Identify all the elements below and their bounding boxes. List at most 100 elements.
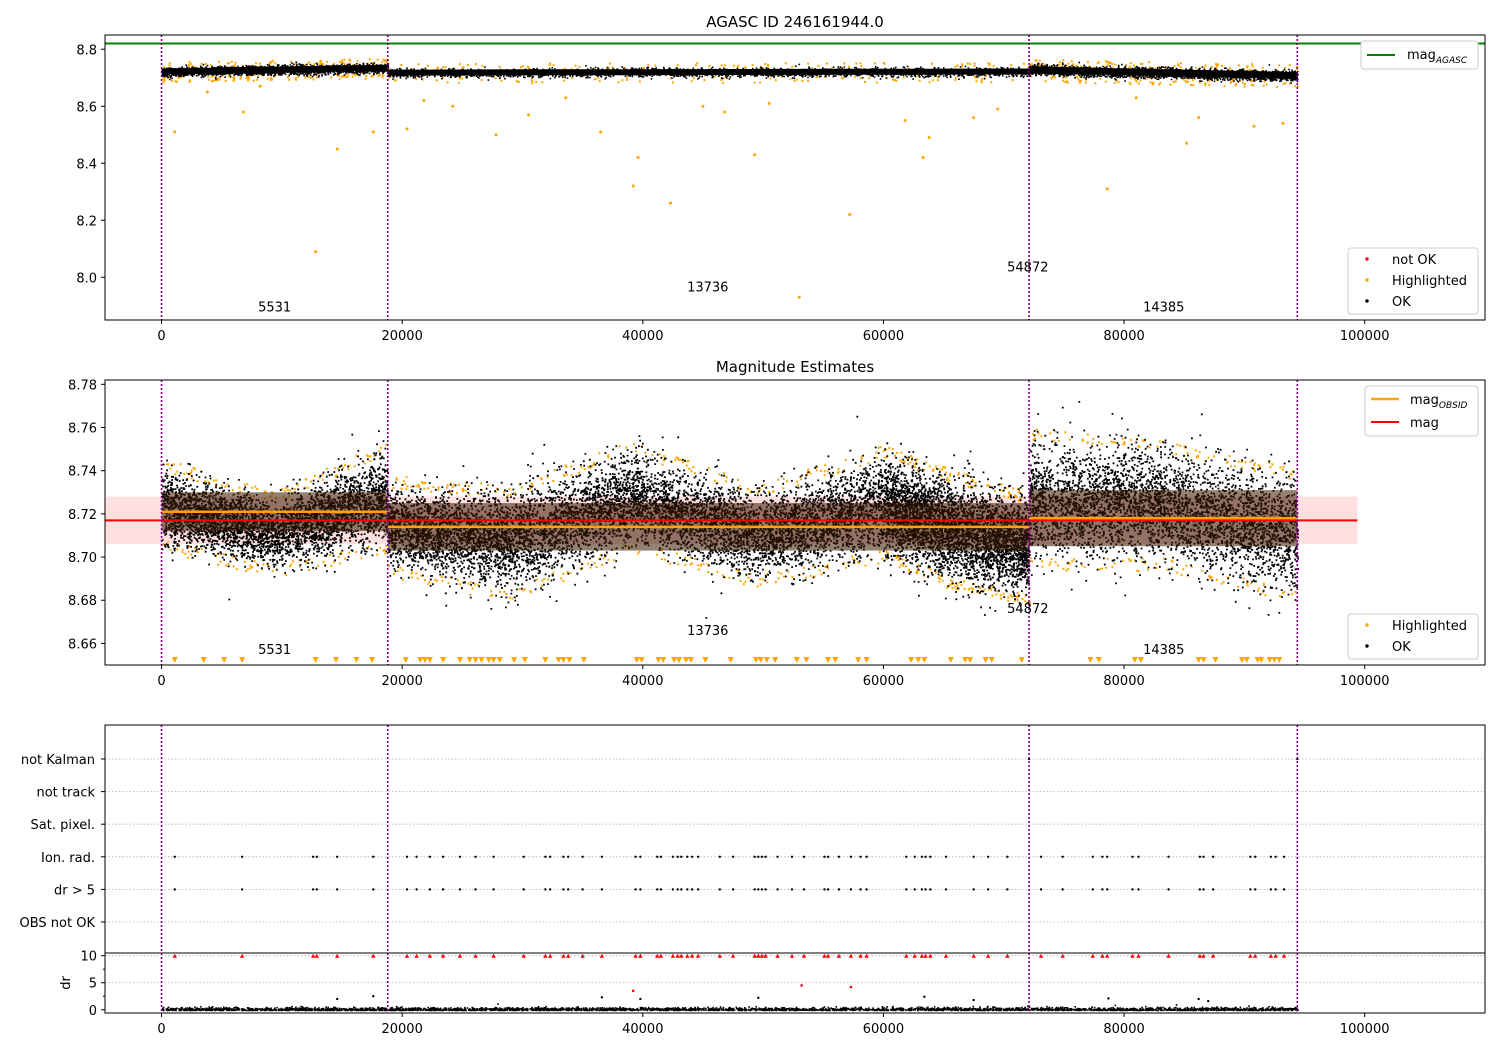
flag-point: [1039, 855, 1043, 858]
flag-point: [776, 888, 779, 891]
flag-point: [826, 888, 830, 891]
x-tick-label: 60000: [863, 674, 904, 689]
dr-clipped-high-marker: [759, 953, 765, 958]
flag-point: [634, 855, 637, 858]
clipped-low-marker: [221, 657, 228, 663]
flag-point: [659, 888, 663, 891]
flag-point: [753, 888, 756, 891]
dr-clipped-high-marker: [1281, 953, 1287, 958]
clipped-low-marker: [1258, 657, 1265, 663]
dr-clipped-high-marker: [172, 953, 177, 958]
flag-point: [859, 888, 862, 891]
dr-clipped-high-marker: [566, 953, 571, 958]
flag-point: [1274, 855, 1277, 858]
flag-point: [567, 855, 570, 858]
clipped-low-marker: [683, 657, 690, 663]
clipped-low-marker: [521, 657, 528, 663]
obsid-segment-label: 13736: [687, 281, 728, 296]
flag-point: [659, 855, 663, 858]
flag-point: [311, 888, 315, 891]
legend-label: not OK: [1392, 253, 1437, 268]
flag-row-label: not track: [36, 786, 95, 801]
legend-box: [1347, 613, 1479, 660]
dr-clipped-high-marker: [1248, 953, 1253, 958]
ok-data-band: [161, 64, 388, 75]
flag-point: [1101, 855, 1104, 858]
flag-point: [924, 855, 927, 858]
x-tick-label: 0: [157, 1022, 165, 1037]
obsid-segment-label: 13736: [687, 624, 728, 639]
flag-point: [690, 855, 694, 858]
flag-point: [415, 888, 418, 891]
dr-clipped-high-marker: [1136, 953, 1141, 958]
dr-clipped-high-marker: [1005, 953, 1010, 958]
dr-axis-label: dr: [59, 976, 74, 990]
dr-clipped-high-marker: [1090, 953, 1095, 958]
clipped-low-marker: [402, 657, 409, 663]
highlighted-data-points: [1030, 59, 1300, 89]
dr-clipped-high-marker: [1105, 953, 1110, 958]
dr-ok-outlier: [972, 998, 975, 1002]
flag-point: [696, 855, 700, 858]
x-tick-label: 80000: [1103, 1022, 1144, 1037]
x-tick-label: 100000: [1340, 329, 1390, 344]
flag-point: [1106, 855, 1109, 858]
legend-label: Highlighted: [1392, 619, 1467, 634]
y-tick-label: 0: [89, 1004, 97, 1019]
clipped-low-marker: [855, 657, 862, 663]
highlighted-outlier-point: [921, 156, 925, 160]
flag-point: [676, 855, 679, 858]
highlighted-outlier-point: [723, 110, 727, 114]
x-tick-label: 20000: [381, 1022, 422, 1037]
dr-clipped-high-marker: [599, 953, 605, 958]
flag-point: [1061, 855, 1064, 858]
dr-clipped-high-marker: [904, 953, 909, 958]
clipped-low-marker: [1131, 657, 1138, 663]
flag-point: [696, 888, 700, 891]
flag-point: [567, 888, 570, 891]
clipped-low-marker: [1238, 657, 1245, 663]
y-tick-label: 8.66: [68, 637, 97, 652]
y-tick-label: 8.8: [76, 43, 97, 58]
legend-marker: [1365, 278, 1369, 282]
flag-point: [428, 855, 432, 858]
flag-point: [972, 888, 975, 891]
flag-point: [240, 855, 244, 858]
legend-label: Highlighted: [1392, 274, 1467, 289]
y-tick-label: 8.78: [68, 378, 97, 393]
clipped-low-marker: [1266, 657, 1273, 663]
flag-point: [929, 888, 932, 891]
clipped-low-marker: [496, 657, 503, 663]
flag-point: [718, 855, 722, 858]
clipped-low-marker: [555, 657, 562, 663]
legend-box: [1347, 247, 1479, 315]
clipped-low-marker: [456, 657, 463, 663]
flag-point: [492, 855, 495, 858]
dr-not-ok-point: [631, 989, 635, 993]
dr-clipped-high-marker: [864, 953, 869, 958]
flag-point: [1249, 888, 1252, 891]
flag-point: [905, 855, 908, 858]
highlighted-outlier-point: [636, 156, 640, 160]
clipped-low-marker: [478, 657, 485, 663]
highlighted-outlier-point: [371, 130, 375, 134]
flag-point: [731, 855, 735, 858]
dr-clipped-high-marker: [655, 953, 660, 958]
x-tick-label: 40000: [622, 674, 663, 689]
dr-clipped-high-marker: [473, 953, 478, 958]
dr-clipped-high-marker: [1253, 953, 1258, 958]
flag-point: [1167, 888, 1170, 891]
clipped-low-marker: [962, 657, 969, 663]
dr-clipped-high-marker: [633, 953, 638, 958]
flag-point: [492, 888, 495, 891]
dr-ok-outlier: [372, 995, 375, 998]
highlighted-outlier-point: [1252, 124, 1256, 128]
obsid-segment-label: 54872: [1007, 602, 1048, 617]
dr-clipped-high-marker: [414, 953, 419, 958]
clipped-low-marker: [727, 657, 734, 663]
clipped-low-marker: [239, 657, 246, 663]
clipped-low-marker: [333, 657, 340, 663]
flag-point: [823, 888, 826, 891]
